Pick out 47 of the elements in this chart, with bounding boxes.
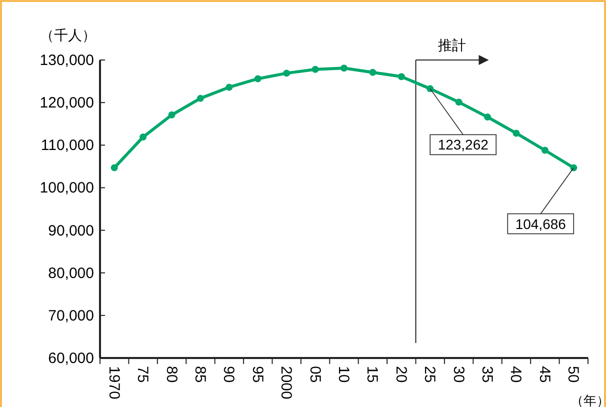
x-tick-label: 1970 (105, 366, 122, 400)
point (283, 70, 290, 77)
x-tick-label: 45 (536, 366, 553, 383)
point (570, 164, 578, 172)
x-tick-label: 40 (507, 366, 524, 383)
x-axis-title: （年） (570, 393, 610, 407)
y-tick-label: 60,000 (48, 350, 94, 367)
point (484, 114, 492, 121)
point (140, 134, 147, 141)
x-tick-label: 85 (191, 366, 208, 383)
point (110, 164, 118, 172)
point (426, 85, 434, 92)
x-tick-label: 25 (421, 366, 438, 383)
x-tick-label: 10 (335, 366, 352, 383)
x-tick-label: 95 (248, 366, 266, 383)
y-tick-label: 110,000 (40, 137, 94, 154)
point (168, 111, 176, 118)
x-tick-label: 15 (364, 366, 381, 383)
x-tick-label: 90 (220, 366, 238, 383)
y-tick-label: 70,000 (48, 307, 94, 324)
point (369, 68, 376, 76)
x-tick-label: 30 (450, 366, 467, 383)
x-tick-label: 50 (564, 366, 582, 383)
x-tick-label: 20 (392, 366, 410, 383)
data-label: 104,686 (515, 216, 566, 232)
x-tick-label: 2000 (278, 366, 295, 400)
point (196, 94, 204, 102)
point (254, 75, 262, 82)
point (340, 64, 348, 72)
y-tick-label: 130,000 (40, 52, 94, 69)
point (398, 73, 405, 80)
x-tick-label: 75 (134, 366, 152, 383)
point (226, 84, 233, 91)
point (512, 130, 520, 137)
text: 推計 (438, 37, 466, 53)
x-tick-label: 35 (478, 366, 496, 383)
point (455, 98, 462, 106)
point (541, 146, 548, 154)
y-tick-label: 120,000 (40, 94, 94, 112)
x-tick-label: 80 (162, 366, 180, 383)
y-tick-label: 100,000 (40, 180, 94, 197)
x-tick-label: 05 (306, 366, 324, 383)
y-tick-label: 90,000 (48, 222, 94, 240)
data-label: 123,262 (438, 136, 489, 153)
point (312, 66, 319, 73)
y-axis-title: （千人） (40, 27, 96, 43)
y-tick-label: 80,000 (48, 264, 94, 282)
